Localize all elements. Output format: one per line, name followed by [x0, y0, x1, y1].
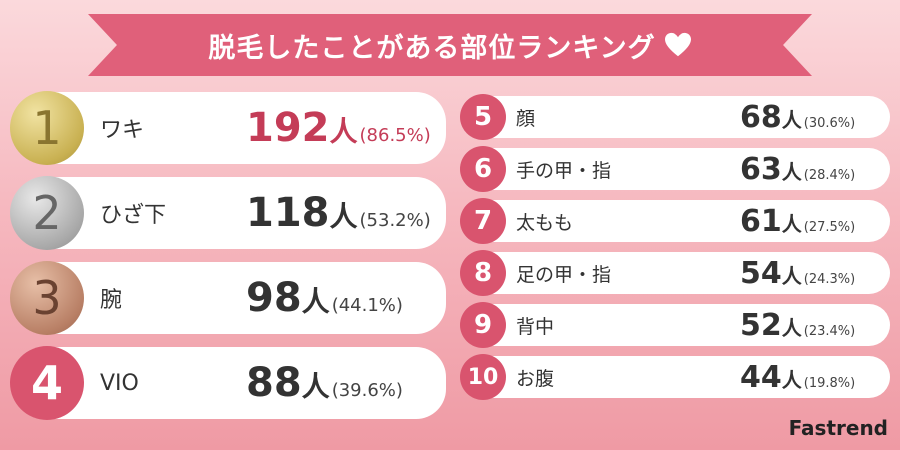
rank-row-7: 7 太もも 61 人 (27.5%) — [460, 198, 890, 244]
bronze-medal-icon: 3 — [10, 261, 84, 335]
rank-badge-icon: 6 — [460, 146, 506, 192]
rank-badge-icon: 9 — [460, 302, 506, 348]
silver-medal-icon: 2 — [10, 176, 84, 250]
rank-row-6: 6 手の甲・指 63 人 (28.4%) — [460, 146, 890, 192]
brand-logo: Fastrend — [788, 416, 888, 440]
count-value: 63 人 (28.4%) — [740, 151, 856, 187]
rank-row-10: 10 お腹 44 人 (19.8%) — [460, 354, 890, 400]
count-value: 88 人 (39.6%) — [246, 360, 403, 406]
body-part-label: ワキ — [100, 118, 145, 143]
count-value: 44 人 (19.8%) — [740, 359, 856, 395]
heart-icon — [664, 32, 691, 57]
count-value: 54 人 (24.3%) — [740, 255, 856, 291]
body-part-label: 足の甲・指 — [516, 263, 612, 286]
rank-row-8: 8 足の甲・指 54 人 (24.3%) — [460, 250, 890, 296]
page-title: 脱毛したことがある部位ランキング — [208, 32, 656, 64]
rank-row-4: 4 VIO 88 人 (39.6%) — [10, 346, 446, 420]
body-part-label: お腹 — [516, 367, 555, 390]
rank-row-5: 5 顔 68 人 (30.6%) — [460, 94, 890, 140]
rank-badge-icon: 7 — [460, 198, 506, 244]
count-value: 118 人 (53.2%) — [246, 190, 431, 236]
rank-badge-icon: 10 — [460, 354, 506, 400]
title-banner: 脱毛したことがある部位ランキング — [88, 14, 812, 76]
count-value: 98 人 (44.1%) — [246, 275, 403, 321]
rank-row-1: 1 ワキ 192 人 (86.5%) — [10, 91, 446, 165]
count-value: 52 人 (23.4%) — [740, 307, 856, 343]
rank-badge-icon: 8 — [460, 250, 506, 296]
body-part-label: ひざ下 — [100, 203, 167, 228]
count-value: 61 人 (27.5%) — [740, 203, 856, 239]
gold-medal-icon: 1 — [10, 91, 84, 165]
rank-row-3: 3 腕 98 人 (44.1%) — [10, 261, 446, 335]
rank-badge-icon: 4 — [10, 346, 84, 420]
count-value: 68 人 (30.6%) — [740, 99, 856, 135]
body-part-label: VIO — [100, 370, 139, 396]
body-part-label: 顔 — [516, 107, 536, 130]
rank-row-2: 2 ひざ下 118 人 (53.2%) — [10, 176, 446, 250]
body-part-label: 腕 — [100, 288, 123, 313]
body-part-label: 手の甲・指 — [516, 159, 612, 182]
rank-row-9: 9 背中 52 人 (23.4%) — [460, 302, 890, 348]
rank-badge-icon: 5 — [460, 94, 506, 140]
count-value: 192 人 (86.5%) — [246, 105, 431, 151]
body-part-label: 太もも — [516, 211, 574, 234]
body-part-label: 背中 — [516, 315, 555, 338]
